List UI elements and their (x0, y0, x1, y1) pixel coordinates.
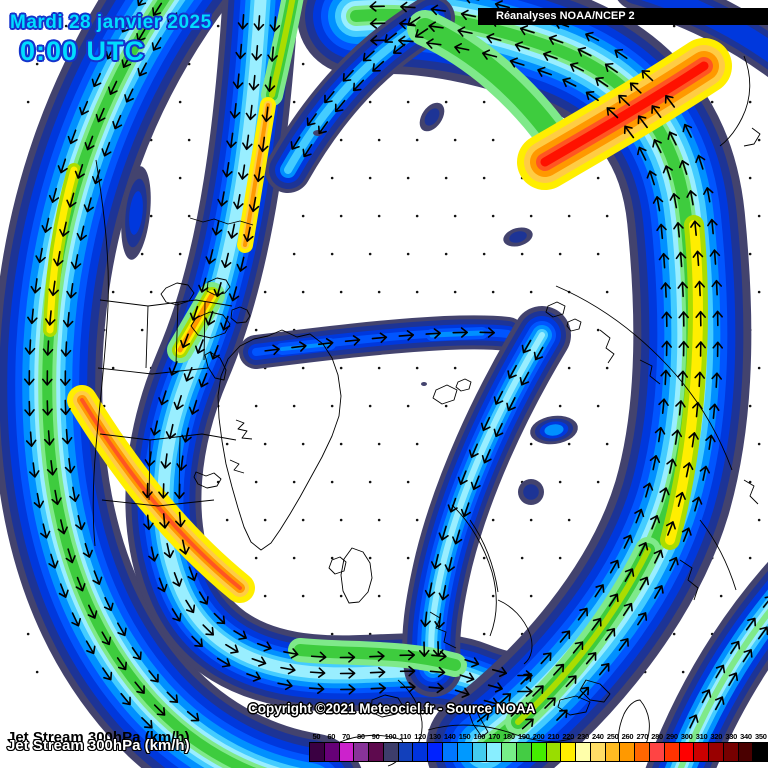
legend-swatch (694, 743, 710, 761)
legend-swatch (339, 743, 355, 761)
legend-swatch (516, 743, 532, 761)
legend-swatch (635, 743, 650, 761)
legend-swatch (324, 743, 340, 761)
map-time-label: 0:00 UTC (20, 36, 146, 66)
legend-value: 180 (503, 732, 515, 741)
legend-swatch (649, 743, 665, 761)
legend-swatch (413, 743, 429, 761)
legend-tick-labels: 50 60 70 80 90 100 110 120 130 140 150 160 170 180 190… (309, 732, 768, 741)
legend-swatch (398, 743, 414, 761)
legend-value: 200 (532, 732, 545, 741)
legend-swatch (561, 743, 577, 761)
legend-swatch (443, 743, 458, 761)
parameter-label-outline: Jet Stream 300hPa (km/h) (7, 737, 190, 754)
legend-swatch (753, 743, 768, 761)
legend-swatch (576, 743, 591, 761)
legend-swatch (428, 743, 444, 761)
legend-value: 260 (621, 732, 634, 741)
legend-value: 170 (488, 732, 500, 741)
legend-swatch (354, 743, 370, 761)
legend-value: 300 (680, 732, 693, 741)
legend-swatch (472, 743, 488, 761)
legend-value: 270 (636, 732, 649, 741)
legend-value: 90 (371, 732, 380, 741)
legend-value: 150 (458, 732, 471, 741)
legend-swatch (369, 743, 384, 761)
legend-value: 290 (666, 732, 678, 741)
legend-value: 320 (710, 732, 723, 741)
legend-value: 60 (327, 732, 336, 741)
legend-value: 100 (384, 732, 397, 741)
legend-swatch (664, 743, 680, 761)
legend-swatch (502, 743, 517, 761)
color-scale-legend: 50 60 70 80 90 100 110 120 130 140 150 160 170 180 190… (309, 732, 768, 762)
legend-value: 340 (740, 732, 752, 741)
legend-swatch (620, 743, 636, 761)
reanalysis-source-bar: Réanalyses NOAA/NCEP 2 (478, 8, 768, 25)
coastlines (92, 55, 761, 767)
legend-value: 70 (342, 732, 350, 741)
legend-value: 50 (312, 732, 321, 741)
legend-value: 80 (356, 732, 365, 741)
legend-swatch (546, 743, 562, 761)
legend-value: 120 (414, 732, 426, 741)
legend-color-swatches (309, 742, 768, 762)
legend-swatch (457, 743, 473, 761)
parameter-label: Jet Stream 300hPa (km/h) (7, 729, 190, 746)
jetstream-patches (121, 102, 578, 505)
legend-value: 160 (473, 732, 486, 741)
legend-swatch (590, 743, 606, 761)
legend-value: 280 (651, 732, 663, 741)
legend-value: 330 (725, 732, 737, 741)
legend-swatch (383, 743, 399, 761)
legend-value: 220 (562, 732, 575, 741)
legend-swatch (487, 743, 503, 761)
legend-value: 310 (695, 732, 708, 741)
map-date-label: Mardi 28 janvier 2025 (10, 12, 212, 33)
legend-value: 250 (606, 732, 619, 741)
legend-value: 130 (429, 732, 441, 741)
legend-swatch (605, 743, 621, 761)
legend-swatch (531, 743, 547, 761)
legend-value: 240 (592, 732, 604, 741)
legend-value: 230 (577, 732, 589, 741)
legend-swatch (723, 743, 739, 761)
legend-value: 140 (443, 732, 456, 741)
legend-swatch (738, 743, 754, 761)
legend-value: 190 (517, 732, 530, 741)
legend-swatch (709, 743, 724, 761)
legend-swatch (679, 743, 695, 761)
legend-value: 210 (547, 732, 560, 741)
legend-value: 110 (399, 732, 411, 741)
legend-swatch (310, 743, 325, 761)
copyright-label: Copyright ©2021 Meteociel.fr - Source NO… (248, 701, 536, 716)
legend-value: 350 (754, 732, 767, 741)
